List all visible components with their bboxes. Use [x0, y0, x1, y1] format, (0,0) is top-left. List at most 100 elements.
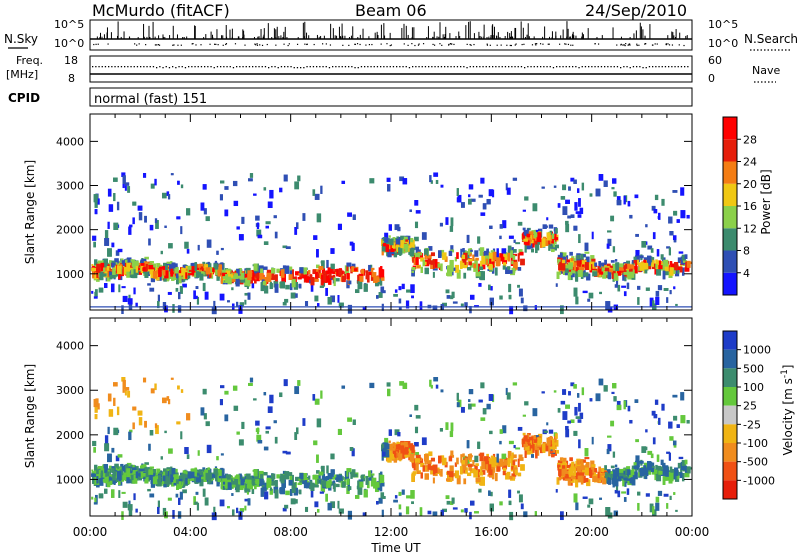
velocity-echo: [577, 419, 582, 423]
power-echo: [313, 235, 318, 240]
power-echo: [611, 187, 615, 190]
nave-dot: [236, 66, 238, 68]
nave-dot: [447, 66, 449, 68]
nave-dot: [143, 66, 145, 68]
nave-dot: [658, 66, 660, 68]
power-echo: [676, 219, 680, 223]
power-echo: [671, 267, 676, 274]
power-echo: [283, 174, 288, 182]
power-echo: [122, 295, 128, 303]
station-title: McMurdo (fitACF): [92, 1, 230, 20]
velocity-echo: [224, 390, 229, 395]
power-echo: [193, 290, 196, 300]
velocity-echo: [524, 450, 527, 458]
power-echo: [218, 264, 222, 271]
power-echo: [172, 271, 177, 280]
velocity-echo: [430, 384, 433, 389]
power-echo: [438, 250, 442, 258]
power-echo: [541, 238, 546, 247]
velocity-echo: [220, 453, 224, 456]
power-echo: [489, 297, 494, 306]
power-echo: [291, 269, 294, 278]
power-echo: [104, 238, 110, 246]
power-echo: [312, 189, 316, 196]
noise-search-dot: [466, 43, 468, 45]
nave-dot: [453, 66, 455, 68]
power-echo: [94, 201, 98, 208]
noise-search-dot: [564, 43, 566, 45]
power-echo: [140, 266, 144, 273]
power-echo: [655, 264, 658, 269]
power-echo: [469, 253, 472, 257]
nave-dot: [290, 66, 292, 68]
velocity-echo: [180, 389, 184, 393]
power-colorbar-segment: [723, 272, 737, 295]
power-echo: [107, 221, 110, 229]
power-echo: [526, 228, 530, 237]
power-echo: [496, 260, 501, 267]
power-echo: [520, 297, 524, 304]
noise-search-dot: [597, 43, 600, 45]
velocity-echo: [415, 415, 421, 419]
velocity-echo: [578, 439, 581, 449]
power-echo: [284, 298, 289, 303]
power-echo: [413, 258, 417, 265]
power-echo: [389, 238, 394, 246]
power-echo: [488, 189, 494, 197]
power-echo: [672, 190, 678, 193]
nave-dot: [367, 66, 369, 68]
velocity-echo: [646, 470, 652, 475]
noise-search-dot: [489, 44, 491, 46]
power-echo: [669, 230, 674, 236]
power-colorbar-tick-label: 12: [743, 222, 757, 235]
power-echo: [415, 257, 419, 266]
nave-dot: [181, 66, 183, 68]
power-echo: [629, 272, 635, 278]
velocity-echo: [477, 469, 480, 478]
power-echo: [544, 238, 549, 247]
power-echo: [181, 267, 185, 276]
noise-search-dot: [683, 44, 685, 47]
nave-dot: [130, 66, 132, 68]
nave-dot: [418, 66, 420, 68]
power-echo: [233, 200, 239, 207]
power-echo: [132, 264, 138, 270]
power-echo: [610, 265, 613, 269]
velocity-echo: [680, 392, 685, 401]
noise-search-dot: [565, 43, 567, 45]
velocity-echo: [180, 431, 183, 440]
power-echo: [675, 303, 678, 306]
nave-dot: [316, 66, 318, 68]
power-echo: [491, 261, 495, 268]
power-echo: [188, 269, 193, 272]
noise-search-dot: [407, 44, 409, 46]
nave-dot: [434, 66, 436, 68]
velocity-echo: [560, 458, 566, 467]
velocity-echo: [523, 511, 528, 518]
power-echo: [336, 268, 339, 277]
power-echo: [508, 283, 512, 293]
nave-dot: [620, 67, 622, 69]
noise-search-dot: [180, 44, 182, 46]
velocity-echo: [480, 466, 483, 474]
noise-search-dot: [572, 44, 574, 46]
power-echo: [645, 287, 650, 291]
velocity-echo: [548, 447, 551, 457]
power-echo: [630, 269, 635, 275]
velocity-echo: [442, 508, 447, 513]
power-echo: [553, 237, 559, 240]
velocity-echo: [511, 452, 514, 459]
power-echo: [93, 194, 98, 203]
nave-dot: [469, 66, 471, 68]
power-echo: [249, 278, 253, 284]
power-echo: [112, 268, 116, 275]
velocity-echo: [440, 389, 444, 393]
power-echo: [380, 286, 385, 293]
nave-dot: [408, 67, 411, 69]
y-tick-label: 4000: [56, 135, 84, 148]
nave-dot: [568, 66, 571, 68]
power-echo: [156, 263, 161, 272]
power-echo: [136, 265, 140, 269]
power-echo: [216, 250, 219, 255]
velocity-echo: [414, 426, 419, 434]
